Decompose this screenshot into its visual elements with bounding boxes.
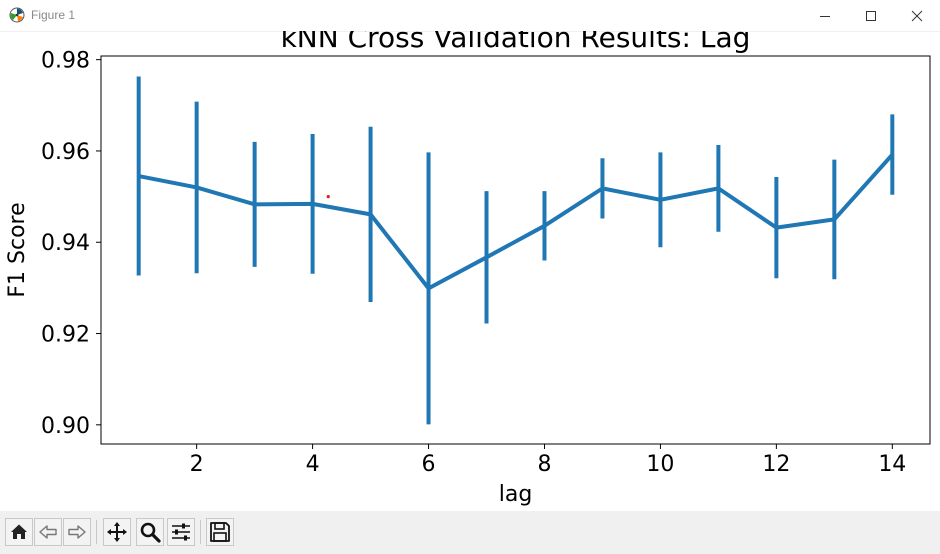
zoom-button[interactable] xyxy=(136,518,164,546)
minimize-button[interactable] xyxy=(802,0,848,31)
maximize-icon xyxy=(866,10,876,21)
back-icon xyxy=(39,525,57,539)
x-tick-label: 2 xyxy=(190,452,204,477)
navigation-toolbar xyxy=(0,511,940,554)
chart: kNN Cross Validation Results: Lag 2 4 6 8 10 1… xyxy=(5,21,931,507)
configure-subplots-button[interactable] xyxy=(167,518,195,546)
home-icon xyxy=(11,524,27,539)
chart-title: kNN Cross Validation Results: Lag xyxy=(281,31,751,54)
annotation-point xyxy=(326,194,330,199)
y-tick-label: 0.90 xyxy=(41,414,90,439)
x-tick-label: 8 xyxy=(537,452,551,477)
window-titlebar: Figure 1 xyxy=(0,0,940,32)
figure-canvas[interactable]: kNN Cross Validation Results: Lag 2 4 6 8 10 1… xyxy=(0,21,940,511)
matplotlib-app-icon xyxy=(9,7,25,23)
x-tick-label: 4 xyxy=(306,452,320,477)
forward-icon xyxy=(68,525,86,539)
toolbar-separator xyxy=(200,520,201,544)
x-axis-label: lag xyxy=(499,482,533,507)
back-button[interactable] xyxy=(34,518,62,546)
pan-icon xyxy=(107,522,127,542)
save-icon xyxy=(210,522,230,542)
maximize-button[interactable] xyxy=(848,0,894,31)
configure-icon xyxy=(172,523,190,541)
toolbar-separator xyxy=(96,520,97,544)
y-tick-label: 0.96 xyxy=(41,140,90,165)
y-tick-label: 0.92 xyxy=(41,323,90,348)
zoom-icon xyxy=(140,522,161,543)
save-button[interactable] xyxy=(206,518,234,546)
y-tick-label: 0.94 xyxy=(41,231,90,256)
minimize-icon xyxy=(820,15,830,17)
x-tick-label: 6 xyxy=(422,452,436,477)
x-tick-label: 12 xyxy=(762,452,790,477)
close-icon xyxy=(911,10,923,21)
y-tick-label: 0.98 xyxy=(41,49,90,74)
pan-button[interactable] xyxy=(103,518,131,546)
series-line xyxy=(138,153,894,291)
x-tick-label: 10 xyxy=(646,452,674,477)
close-button[interactable] xyxy=(894,0,940,31)
window-title: Figure 1 xyxy=(31,8,76,22)
x-tick-label: 14 xyxy=(878,452,906,477)
home-button[interactable] xyxy=(5,518,33,546)
y-axis-label: F1 Score xyxy=(5,202,30,297)
forward-button[interactable] xyxy=(63,518,91,546)
axes-frame xyxy=(100,55,931,445)
